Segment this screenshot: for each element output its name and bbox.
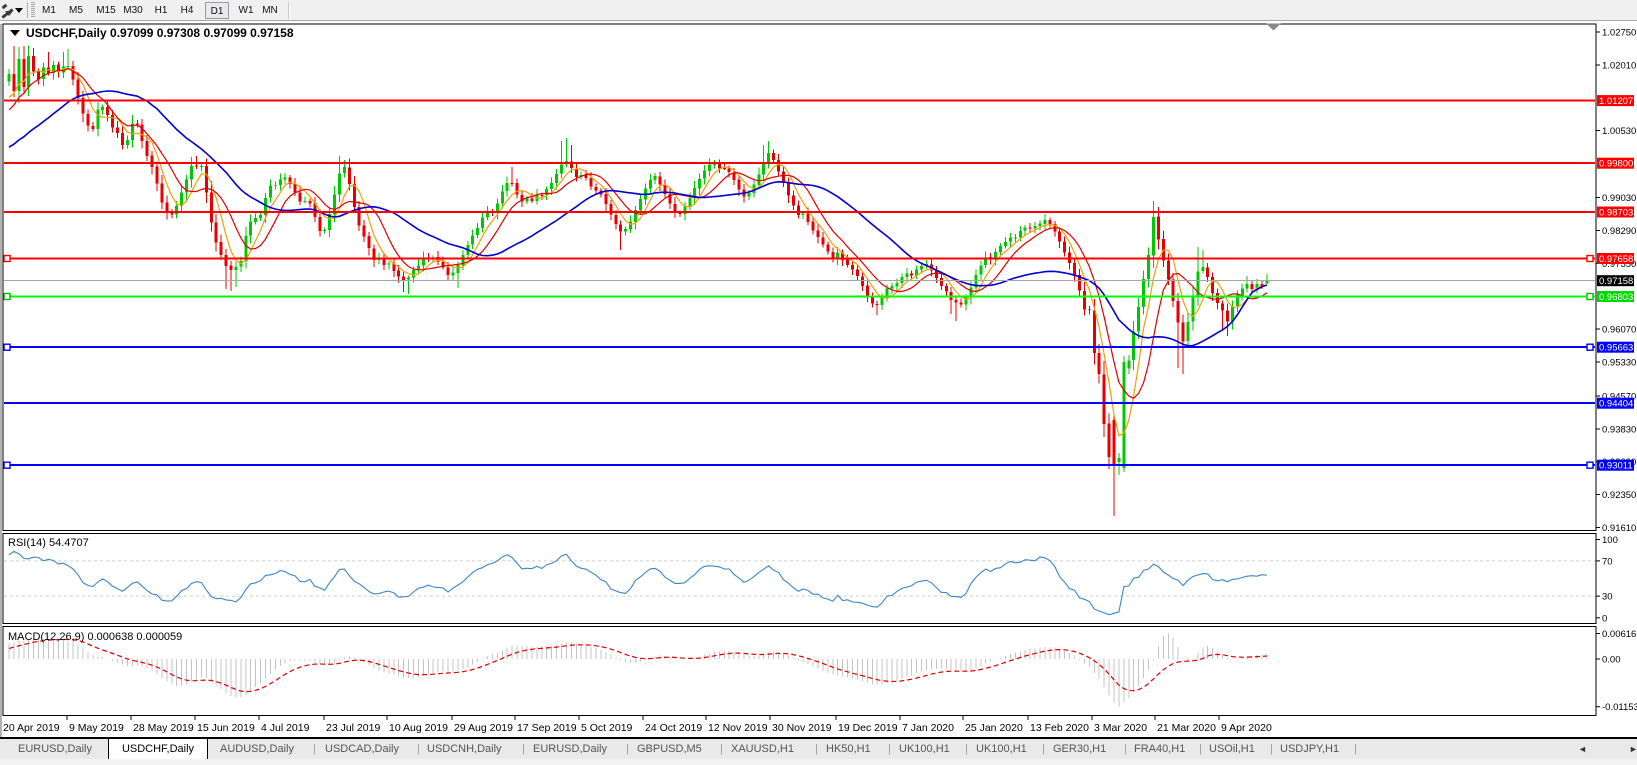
svg-text:28 May 2019: 28 May 2019 xyxy=(133,722,194,734)
svg-text:21 Mar 2020: 21 Mar 2020 xyxy=(1157,722,1216,734)
svg-text:100: 100 xyxy=(1602,535,1618,546)
svg-text:0.93011: 0.93011 xyxy=(1599,461,1633,472)
svg-text:USDCHF,Daily 0.97099 0.97308: USDCHF,Daily 0.97099 0.97308 0.97099 0.9… xyxy=(26,26,294,40)
svg-text:25 Jan 2020: 25 Jan 2020 xyxy=(965,722,1023,734)
svg-text:0.96803: 0.96803 xyxy=(1599,292,1633,303)
svg-text:30: 30 xyxy=(1602,592,1613,603)
svg-text:1.00530: 1.00530 xyxy=(1602,126,1636,137)
svg-text:0.94404: 0.94404 xyxy=(1599,399,1633,410)
svg-text:0.97158: 0.97158 xyxy=(1599,276,1633,287)
svg-text:MACD(12,26,9) 0.000638 0.00005: MACD(12,26,9) 0.000638 0.000059 xyxy=(8,631,182,643)
svg-text:0.99030: 0.99030 xyxy=(1602,193,1636,204)
svg-text:1.02010: 1.02010 xyxy=(1602,60,1636,71)
svg-text:19 Dec 2019: 19 Dec 2019 xyxy=(838,722,898,734)
svg-text:29 Aug 2019: 29 Aug 2019 xyxy=(454,722,513,734)
svg-text:30 Nov 2019: 30 Nov 2019 xyxy=(772,722,832,734)
svg-text:0.93830: 0.93830 xyxy=(1602,424,1636,435)
svg-text:1.02750: 1.02750 xyxy=(1602,28,1636,39)
svg-text:12 Nov 2019: 12 Nov 2019 xyxy=(708,722,768,734)
svg-text:0.96070: 0.96070 xyxy=(1602,325,1636,336)
svg-text:3 Mar 2020: 3 Mar 2020 xyxy=(1094,722,1147,734)
svg-text:0.98290: 0.98290 xyxy=(1602,226,1636,237)
svg-text:0.94570: 0.94570 xyxy=(1602,391,1636,402)
svg-text:0.91610: 0.91610 xyxy=(1602,523,1636,534)
svg-text:0: 0 xyxy=(1602,613,1607,624)
svg-text:0.99800: 0.99800 xyxy=(1599,159,1633,170)
svg-text:0.00: 0.00 xyxy=(1602,655,1621,666)
svg-text:13 Feb 2020: 13 Feb 2020 xyxy=(1030,722,1089,734)
svg-text:70: 70 xyxy=(1602,556,1613,567)
svg-text:9 Apr 2020: 9 Apr 2020 xyxy=(1221,722,1272,734)
svg-text:7 Jan 2020: 7 Jan 2020 xyxy=(902,722,954,734)
svg-text:0.98703: 0.98703 xyxy=(1599,208,1633,219)
svg-text:0.95330: 0.95330 xyxy=(1602,358,1636,369)
svg-text:0.92350: 0.92350 xyxy=(1602,490,1636,501)
svg-text:0.95663: 0.95663 xyxy=(1599,343,1633,354)
svg-text:15 Jun 2019: 15 Jun 2019 xyxy=(197,722,255,734)
svg-text:17 Sep 2019: 17 Sep 2019 xyxy=(517,722,577,734)
svg-text:RSI(14) 54.4707: RSI(14) 54.4707 xyxy=(8,537,89,549)
svg-text:1.01207: 1.01207 xyxy=(1599,96,1633,107)
svg-text:0.97658: 0.97658 xyxy=(1599,254,1633,265)
svg-text:24 Oct 2019: 24 Oct 2019 xyxy=(645,722,702,734)
svg-text:-0.01153: -0.01153 xyxy=(1602,702,1637,713)
svg-text:0.006167: 0.006167 xyxy=(1602,629,1637,640)
svg-text:23 Jul 2019: 23 Jul 2019 xyxy=(326,722,380,734)
svg-text:9 May 2019: 9 May 2019 xyxy=(69,722,124,734)
svg-text:10 Aug 2019: 10 Aug 2019 xyxy=(389,722,448,734)
svg-text:20 Apr 2019: 20 Apr 2019 xyxy=(3,722,60,734)
svg-text:4 Jul 2019: 4 Jul 2019 xyxy=(261,722,310,734)
svg-text:0.97550: 0.97550 xyxy=(1602,259,1636,270)
svg-text:5 Oct 2019: 5 Oct 2019 xyxy=(581,722,633,734)
